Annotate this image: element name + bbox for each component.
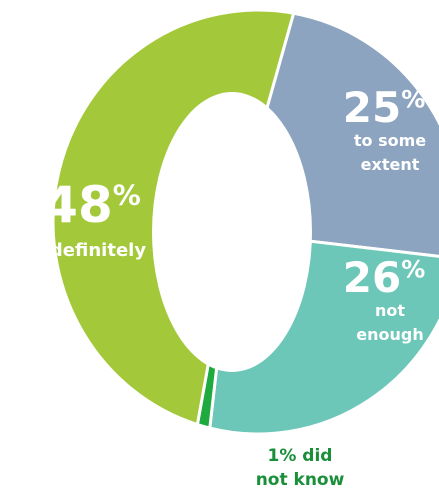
- category-label: to some: [354, 131, 426, 150]
- pct-value: 26%: [343, 253, 426, 302]
- label-pct-did-not-know: 1% did: [268, 446, 333, 466]
- donut-labels: 48% definitely 25%to some extent 26%not enoug…: [43, 83, 426, 490]
- donut-hole: [152, 92, 312, 372]
- pct-value: 48%: [43, 176, 141, 234]
- pct-value: 25%: [343, 83, 426, 132]
- label-text-did-not-know: not know: [256, 470, 345, 490]
- donut-slices: [51, 8, 439, 436]
- category-label: not: [375, 301, 405, 320]
- label-not-enough: 26%not enough: [343, 253, 426, 344]
- label-definitely: 48% definitely: [43, 176, 146, 261]
- category-label: enough: [356, 325, 423, 344]
- label-to-some-extent: 25%to some extent: [343, 83, 427, 174]
- category-label: definitely: [50, 240, 146, 261]
- category-label: extent: [361, 155, 420, 174]
